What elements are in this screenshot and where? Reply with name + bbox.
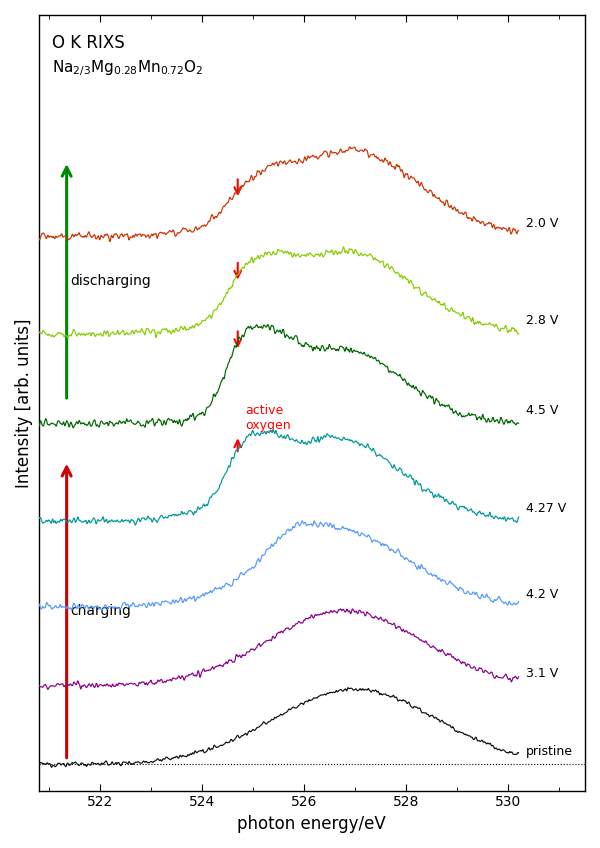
Text: discharging: discharging	[71, 274, 151, 288]
Text: charging: charging	[71, 604, 131, 617]
X-axis label: photon energy/eV: photon energy/eV	[238, 815, 386, 833]
Y-axis label: Intensity [arb. units]: Intensity [arb. units]	[15, 318, 33, 488]
Text: 4.27 V: 4.27 V	[526, 502, 566, 515]
Text: 4.5 V: 4.5 V	[526, 404, 559, 417]
Text: 2.8 V: 2.8 V	[526, 315, 559, 327]
Text: O K RIXS: O K RIXS	[52, 35, 125, 53]
Text: active
oxygen: active oxygen	[245, 404, 291, 432]
Text: 3.1 V: 3.1 V	[526, 667, 559, 680]
Text: pristine: pristine	[526, 745, 573, 758]
Text: 4.2 V: 4.2 V	[526, 588, 559, 601]
Text: Na$_{2/3}$Mg$_{0.28}$Mn$_{0.72}$O$_2$: Na$_{2/3}$Mg$_{0.28}$Mn$_{0.72}$O$_2$	[52, 58, 203, 78]
Text: 2.0 V: 2.0 V	[526, 217, 559, 230]
